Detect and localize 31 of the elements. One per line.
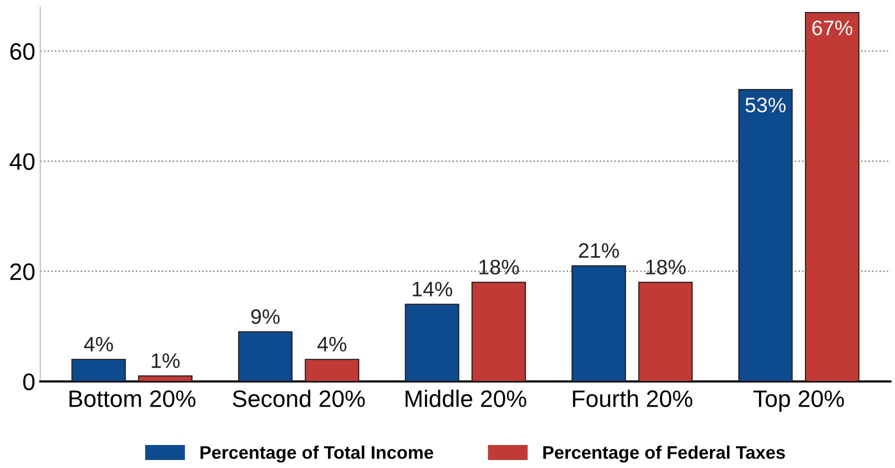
bar	[404, 304, 460, 382]
legend-label: Percentage of Total Income	[200, 446, 434, 463]
y-tick-label: 20	[10, 263, 34, 280]
x-tick-label: Top 20%	[753, 390, 844, 412]
x-tick-label: Bottom 20%	[70, 390, 196, 408]
bar	[71, 358, 126, 382]
y-tick-label: 0	[23, 373, 34, 390]
data-label: 21%	[578, 243, 619, 258]
data-label: 53%	[745, 98, 786, 112]
data-label: 18%	[479, 260, 519, 274]
bar	[738, 89, 793, 382]
bar	[238, 331, 293, 382]
bar	[572, 265, 626, 382]
x-tick-label: Second 20%	[232, 390, 365, 408]
bar	[304, 358, 360, 382]
data-label: 14%	[412, 282, 452, 296]
data-label: 4%	[84, 336, 113, 352]
data-label: 18%	[646, 260, 686, 274]
bar	[638, 282, 693, 382]
legend-label: Percentage of Federal Taxes	[543, 446, 785, 463]
bar	[804, 12, 860, 382]
data-label: 1%	[152, 353, 180, 368]
bar	[472, 282, 526, 382]
x-tick-label: Fourth 20%	[573, 390, 692, 408]
data-label: 67%	[812, 20, 852, 36]
y-tick-label: 40	[10, 153, 34, 170]
bar	[138, 375, 193, 382]
data-label: 4%	[317, 336, 346, 352]
y-tick-label: 60	[10, 43, 34, 60]
data-label: 9%	[251, 309, 280, 324]
x-tick-label: Middle 20%	[406, 390, 526, 408]
